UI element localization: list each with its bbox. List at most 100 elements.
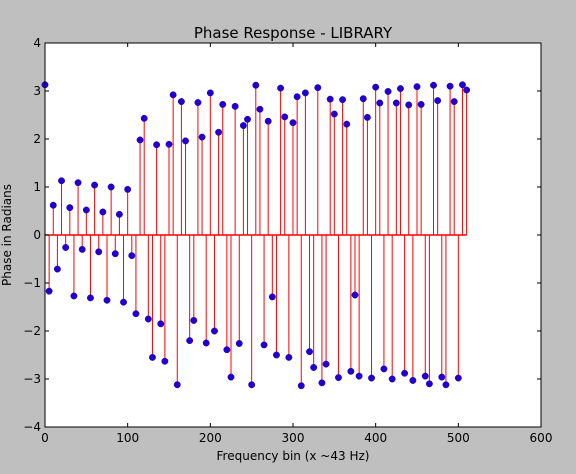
data-point (239, 122, 247, 130)
data-point (87, 294, 94, 302)
data-point (363, 113, 371, 121)
data-point (347, 367, 355, 375)
data-point (368, 374, 375, 382)
data-point (343, 120, 351, 128)
data-point (215, 128, 223, 136)
data-point (293, 93, 301, 101)
data-point (405, 101, 413, 109)
data-point (120, 298, 127, 306)
x-tick-label: 0 (41, 431, 49, 445)
y-tick-label: 0 (33, 228, 41, 242)
data-point (136, 136, 144, 144)
data-point (219, 100, 227, 108)
data-point (235, 340, 243, 347)
y-tick-label: −2 (23, 324, 41, 338)
data-point (227, 373, 235, 381)
data-point (384, 88, 392, 95)
x-axis-label: Frequency bin (x ~43 Hz) (217, 449, 370, 463)
chart-title: Phase Response - LIBRARY (194, 24, 393, 42)
x-tick-label: 200 (199, 431, 222, 445)
y-axis-ticks: −4 −3 −2 −1 0 1 2 3 4 (23, 36, 541, 434)
data-point (421, 372, 429, 380)
data-point (111, 250, 119, 258)
data-point (388, 375, 396, 383)
data-point (417, 100, 425, 108)
data-point (45, 287, 53, 295)
data-point (70, 292, 78, 300)
data-point (58, 177, 65, 185)
data-point (397, 85, 404, 93)
y-tick-label: −4 (23, 420, 41, 434)
data-point (450, 98, 458, 106)
data-point (124, 185, 132, 193)
data-point (446, 82, 454, 90)
data-point (314, 84, 322, 92)
data-point (463, 86, 471, 94)
data-point (182, 137, 189, 145)
data-point (359, 95, 367, 103)
data-point (401, 369, 409, 377)
x-tick-label: 100 (116, 431, 139, 445)
data-point (301, 89, 309, 97)
data-point (161, 357, 169, 365)
data-point (285, 353, 293, 361)
data-point (144, 315, 152, 323)
data-point (297, 382, 305, 390)
data-point (149, 353, 156, 361)
data-point (206, 89, 214, 97)
y-tick-label: 3 (33, 84, 41, 98)
data-point (434, 97, 442, 105)
data-point (190, 316, 198, 324)
data-point (306, 348, 313, 356)
data-point (264, 117, 272, 125)
data-point (244, 115, 251, 123)
data-point (74, 179, 82, 187)
data-point (173, 381, 181, 389)
data-point (62, 244, 70, 251)
data-point (223, 346, 231, 354)
data-point (277, 84, 285, 92)
data-point (425, 380, 433, 388)
data-point (459, 81, 466, 89)
data-point (107, 183, 115, 191)
data-point (165, 140, 173, 148)
data-point (376, 99, 384, 107)
data-point (78, 245, 86, 253)
data-point (409, 376, 417, 384)
data-point (128, 252, 136, 260)
data-point (289, 119, 297, 127)
data-point (322, 360, 330, 368)
y-tick-label: −1 (23, 276, 41, 290)
data-point (169, 91, 177, 99)
data-point (211, 327, 218, 335)
data-point (177, 98, 185, 106)
data-markers (41, 81, 471, 390)
y-axis-label: Phase in Radians (0, 184, 14, 286)
data-point (198, 133, 206, 141)
x-tick-label: 400 (364, 431, 387, 445)
y-tick-label: 4 (33, 36, 41, 50)
data-point (430, 81, 437, 89)
data-point (330, 110, 338, 118)
data-point (248, 381, 256, 389)
data-point (310, 364, 318, 371)
data-point (115, 210, 123, 218)
data-point (392, 99, 400, 107)
y-tick-label: 2 (33, 132, 41, 146)
data-point (256, 105, 264, 113)
data-point (438, 373, 446, 381)
data-point (355, 372, 363, 380)
data-point (82, 206, 90, 214)
data-point (413, 83, 421, 91)
data-point (318, 379, 326, 387)
data-point (351, 291, 359, 299)
data-point (339, 96, 347, 104)
data-point (260, 341, 268, 349)
data-point (281, 113, 289, 121)
data-point (252, 81, 260, 89)
x-tick-label: 600 (530, 431, 553, 445)
stem-lines (44, 84, 468, 386)
y-tick-label: −3 (23, 372, 41, 386)
data-point (380, 365, 388, 373)
